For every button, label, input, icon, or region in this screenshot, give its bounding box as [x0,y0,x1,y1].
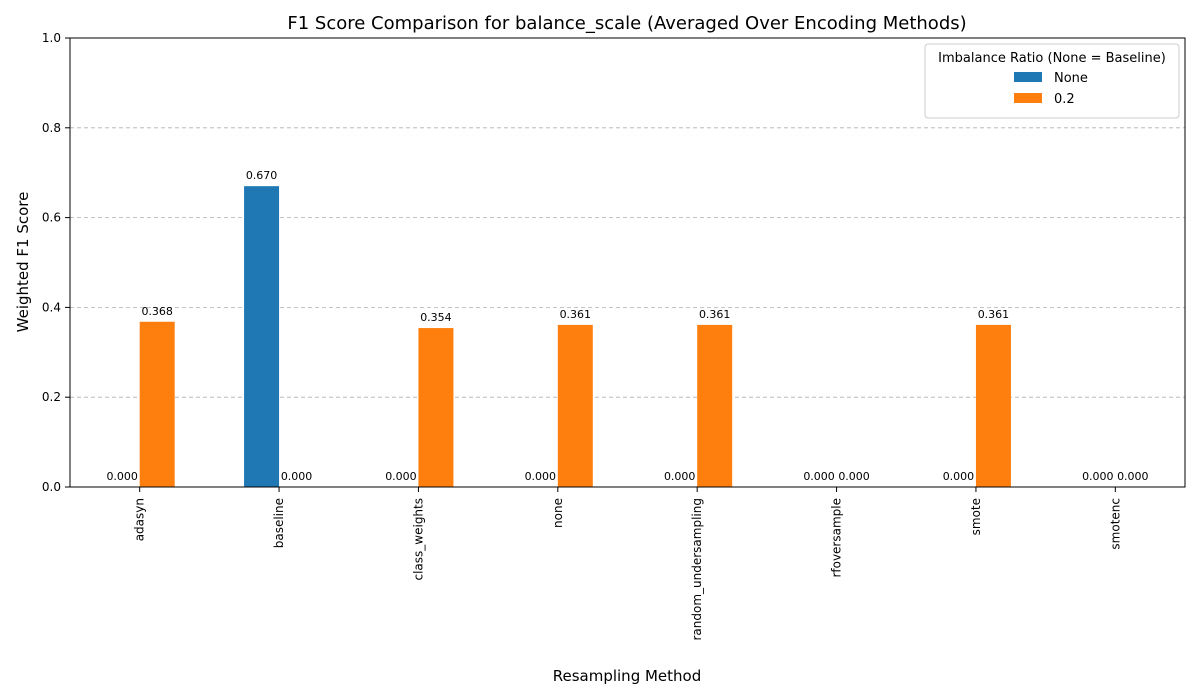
y-axis-label: Weighted F1 Score [14,192,32,333]
data-label-smotenc-series-0: 0.000 [1082,470,1114,483]
data-label-baseline-series-0: 0.670 [246,169,278,182]
data-label-random_undersampling-series-1: 0.361 [699,308,731,321]
chart-title: F1 Score Comparison for balance_scale (A… [287,13,966,34]
bar-class_weights-series-1 [418,328,454,487]
data-label-rfoversample-series-1: 0.000 [838,470,870,483]
legend-label-1: 0.2 [1054,92,1075,107]
bar-smote-series-1 [975,324,1011,487]
bar-random_undersampling-series-1 [697,324,733,487]
x-tick-label-smote: smote [969,498,983,535]
data-label-adasyn-series-1: 0.368 [141,305,173,318]
y-tick-label: 0.2 [42,390,61,404]
legend-box [924,43,1180,119]
data-label-none-series-1: 0.361 [560,308,592,321]
data-label-class_weights-series-0: 0.000 [385,470,417,483]
data-label-smotenc-series-1: 0.000 [1117,470,1149,483]
legend-label-0: None [1054,71,1088,86]
x-tick-label-random_undersampling: random_undersampling [690,498,704,641]
bar-baseline-series-0 [244,186,280,488]
x-tick-label-class_weights: class_weights [411,498,425,581]
bar-adasyn-series-1 [139,321,175,487]
grid-lines [70,127,1185,398]
y-tick-label: 0.4 [42,300,61,314]
x-axis-label: Resampling Method [553,667,702,685]
y-tick-label: 0.6 [42,211,61,225]
bar-none-series-1 [557,324,593,487]
plot-frame [69,37,1186,488]
data-label-adasyn-series-0: 0.000 [106,470,138,483]
legend: Imbalance Ratio (None = Baseline) None 0.2 [924,43,1180,119]
data-label-rfoversample-series-0: 0.000 [803,470,835,483]
axes: 0.0 0.2 0.4 0.6 0.8 1.0 adasyn baseline class_we… [42,31,1186,641]
x-tick-label-none: none [551,498,565,528]
data-label-smote-series-0: 0.000 [943,470,975,483]
x-tick-label-rfoversample: rfoversample [830,498,844,578]
legend-title: Imbalance Ratio (None = Baseline) [938,51,1166,66]
y-tick-label: 1.0 [42,31,61,45]
legend-swatch-0 [1014,72,1042,82]
y-tick-label: 0.0 [42,480,61,494]
data-label-smote-series-1: 0.361 [978,308,1010,321]
data-label-baseline-series-1: 0.000 [281,470,313,483]
bars [139,186,1011,488]
legend-swatch-1 [1014,93,1042,103]
data-label-class_weights-series-1: 0.354 [420,311,452,324]
x-tick-label-smotenc: smotenc [1108,498,1122,550]
data-label-random_undersampling-series-0: 0.000 [664,470,696,483]
data-label-none-series-0: 0.000 [525,470,557,483]
x-tick-label-baseline: baseline [272,498,286,548]
x-tick-label-adasyn: adasyn [133,498,147,541]
y-tick-label: 0.8 [42,121,61,135]
